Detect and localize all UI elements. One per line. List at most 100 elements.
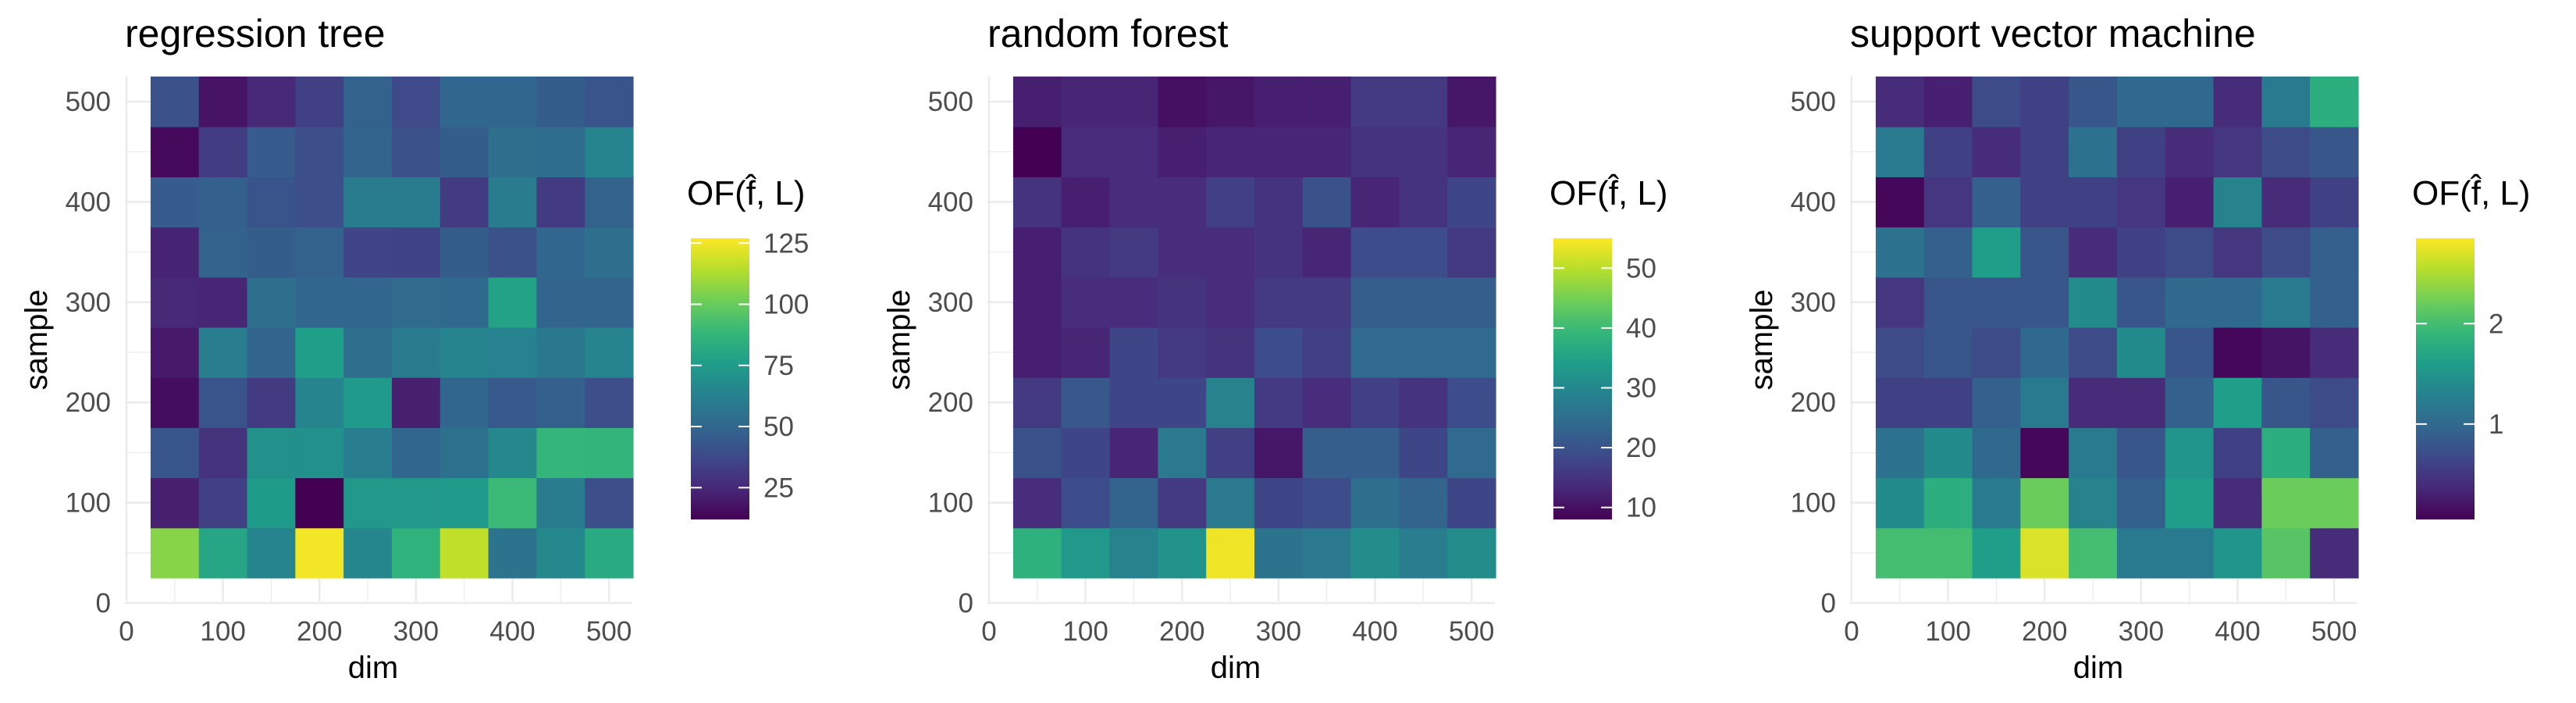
heatmap-cell (2261, 527, 2311, 579)
heatmap-cell (1254, 277, 1304, 328)
heatmap-cell (2069, 327, 2118, 378)
heatmap-cell (1923, 127, 1973, 177)
x-tick-label: 200 (1159, 616, 1204, 647)
x-tick-label: 100 (200, 616, 245, 647)
heatmap-cell (1206, 177, 1255, 228)
heatmap-cell (1012, 177, 1062, 228)
heatmap-cell (439, 427, 489, 479)
legend-tick-label: 75 (763, 351, 794, 381)
heatmap-cell (536, 477, 585, 529)
legend-tick-label: 100 (763, 290, 809, 320)
heatmap-cell (2020, 227, 2069, 278)
heatmap-cell (343, 227, 393, 278)
legend-tick-label: 10 (1626, 493, 1656, 523)
heatmap-cell (2020, 477, 2069, 529)
heatmap-cell (1109, 527, 1158, 579)
legend-title: OF(f̂, L) (687, 173, 806, 212)
x-tick-label: 500 (1449, 616, 1494, 647)
heatmap-cell (2020, 127, 2069, 177)
heatmap-cell (150, 527, 200, 579)
heatmap-cells (1012, 77, 1496, 579)
x-tick-label: 400 (489, 616, 535, 647)
heatmap-cell (1109, 77, 1158, 127)
heatmap-cell (343, 327, 393, 378)
heatmap-cell (2213, 377, 2262, 428)
heatmap-cell (1972, 277, 2021, 328)
heatmap-cell (1972, 227, 2021, 278)
heatmap-cells (150, 77, 634, 579)
heatmap-cell (247, 477, 296, 529)
heatmap-cell (2310, 227, 2359, 278)
heatmap-cell (1254, 327, 1304, 378)
heatmap-cell (150, 477, 200, 529)
heatmap-cell (391, 327, 441, 378)
heatmap-cell (295, 227, 344, 278)
heatmap-cell (391, 77, 441, 127)
heatmap-cell (488, 277, 537, 328)
heatmap-cell (2165, 177, 2215, 228)
x-tick-labels: 0 100 200 300 400 500 (1844, 616, 2357, 647)
heatmap-cell (1447, 177, 1496, 228)
heatmap-cell (1302, 477, 1352, 529)
heatmap-cell (1012, 527, 1062, 579)
heatmap-cell (1447, 377, 1496, 428)
heatmap-cell (391, 377, 441, 428)
heatmap-cell (1875, 127, 1925, 177)
heatmap-cell (1447, 427, 1496, 479)
heatmap-cell (585, 427, 634, 479)
heatmap-cell (2310, 77, 2359, 127)
heatmap-cell (2069, 127, 2118, 177)
heatmap-cell (343, 177, 393, 228)
heatmap-cell (1061, 77, 1111, 127)
heatmap-cell (198, 377, 248, 428)
heatmap-cell (1447, 127, 1496, 177)
heatmap-cell (1206, 227, 1255, 278)
legend-tick-label: 25 (763, 473, 794, 503)
heatmap-cell (488, 77, 537, 127)
heatmap-cell (488, 527, 537, 579)
heatmap-cell (247, 527, 296, 579)
y-tick-label: 300 (66, 287, 111, 318)
y-tick-label: 0 (959, 588, 973, 619)
heatmap-cell (1923, 377, 1973, 428)
heatmap-cell (198, 127, 248, 177)
heatmap-cell (1061, 477, 1111, 529)
heatmap-cell (2310, 277, 2359, 328)
heatmap-cell (247, 327, 296, 378)
legend-ticks: 25 50 75 100 125 (691, 228, 809, 503)
heatmap-cell (1158, 127, 1207, 177)
heatmap-cell (198, 527, 248, 579)
y-tick-label: 100 (1791, 488, 1836, 519)
heatmap-cell (1399, 427, 1448, 479)
heatmap-cell (585, 527, 634, 579)
heatmap-cell (1109, 377, 1158, 428)
heatmap-cell (295, 477, 344, 529)
heatmap-cell (1061, 177, 1111, 228)
panel-support-vector-machine: support vector machine 0 100 200 300 400 500 … (1745, 12, 2531, 685)
heatmap-cell (1254, 127, 1304, 177)
heatmap-cell (2020, 427, 2069, 479)
heatmap-cell (1206, 377, 1255, 428)
heatmap-cell (1302, 377, 1352, 428)
heatmap-cell (1350, 327, 1400, 378)
heatmap-cell (1109, 477, 1158, 529)
heatmap-cell (2261, 127, 2311, 177)
y-axis-label: sample (1745, 290, 1779, 391)
heatmap-cell (1012, 427, 1062, 479)
heatmap-cell (1254, 527, 1304, 579)
legend-ticks: 10 20 30 40 50 (1553, 253, 1656, 523)
y-tick-label: 100 (928, 488, 973, 519)
heatmap-cell (488, 427, 537, 479)
legend-tick-label: 2 (2489, 309, 2503, 339)
heatmap-cell (295, 427, 344, 479)
heatmap-cell (391, 127, 441, 177)
x-axis-label: dim (1211, 651, 1261, 685)
y-tick-label: 200 (1791, 387, 1836, 418)
heatmap-cell (2165, 527, 2215, 579)
heatmap-cell (1875, 477, 1925, 529)
heatmap-cell (391, 477, 441, 529)
heatmap-cell (1061, 227, 1111, 278)
y-tick-label: 200 (66, 387, 111, 418)
heatmap-cell (2116, 377, 2166, 428)
heatmap-cell (1350, 277, 1400, 328)
